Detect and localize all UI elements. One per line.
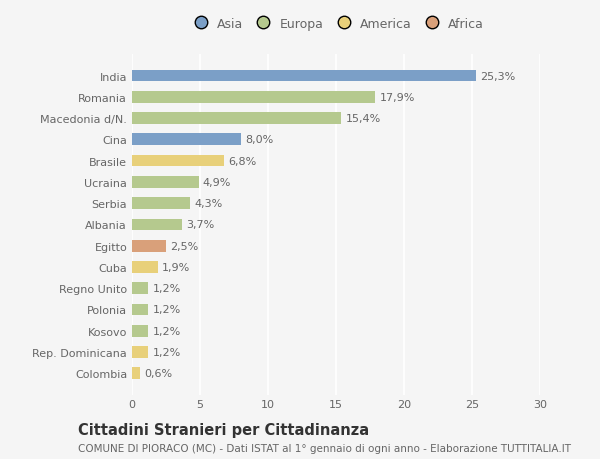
Bar [132, 304, 148, 316]
Text: 8,0%: 8,0% [245, 135, 273, 145]
Text: 4,3%: 4,3% [194, 199, 223, 209]
Text: 1,2%: 1,2% [152, 284, 181, 294]
Text: 1,2%: 1,2% [152, 326, 181, 336]
Text: 1,9%: 1,9% [162, 263, 190, 272]
Text: 3,7%: 3,7% [187, 220, 215, 230]
Text: 1,2%: 1,2% [152, 305, 181, 315]
Text: 4,9%: 4,9% [203, 178, 231, 187]
Text: Cittadini Stranieri per Cittadinanza: Cittadini Stranieri per Cittadinanza [78, 422, 369, 437]
Text: 15,4%: 15,4% [346, 114, 381, 124]
Bar [132, 177, 199, 188]
Bar [132, 325, 148, 337]
Bar [132, 198, 190, 209]
Text: 0,6%: 0,6% [144, 369, 172, 379]
Bar [132, 113, 341, 125]
Bar [132, 283, 148, 294]
Text: 25,3%: 25,3% [480, 71, 515, 81]
Text: 17,9%: 17,9% [380, 93, 415, 102]
Bar [132, 241, 166, 252]
Bar [132, 92, 376, 103]
Bar [132, 71, 476, 82]
Legend: Asia, Europa, America, Africa: Asia, Europa, America, Africa [185, 14, 487, 34]
Text: 6,8%: 6,8% [229, 156, 257, 166]
Text: 2,5%: 2,5% [170, 241, 199, 251]
Bar [132, 347, 148, 358]
Bar [132, 368, 140, 379]
Bar [132, 134, 241, 146]
Bar [132, 156, 224, 167]
Text: COMUNE DI PIORACO (MC) - Dati ISTAT al 1° gennaio di ogni anno - Elaborazione TU: COMUNE DI PIORACO (MC) - Dati ISTAT al 1… [78, 443, 571, 453]
Bar [132, 262, 158, 273]
Bar [132, 219, 182, 231]
Text: 1,2%: 1,2% [152, 347, 181, 357]
